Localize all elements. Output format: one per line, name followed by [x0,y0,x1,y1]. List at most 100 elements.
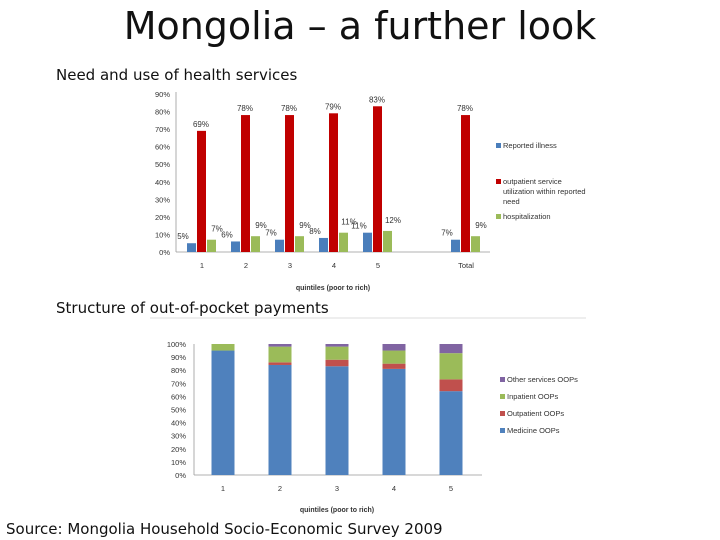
stacked-bar-segment [211,344,235,351]
data-label: 11% [341,218,356,227]
y-tick-label: 0% [159,248,170,257]
x-tick-label: 5 [376,261,380,270]
x-tick-label: 3 [288,261,292,270]
y-tick-label: 20% [171,445,186,454]
legend-label: Medicine OOPs [507,426,560,435]
y-tick-label: 80% [155,108,170,117]
y-tick-label: 60% [171,392,186,401]
x-tick-label: 4 [332,261,336,270]
stacked-bar-segment [268,362,292,365]
x-tick-label: 5 [449,484,453,493]
data-label: 78% [237,104,253,113]
y-tick-label: 60% [155,143,170,152]
y-tick-label: 10% [155,230,170,239]
bar [295,236,304,252]
chart2-title: Structure of out-of-pocket payments [56,299,329,317]
stacked-bar-segment [439,391,463,475]
data-label: 7% [441,229,453,238]
bar [461,115,470,252]
stacked-bar-segment [325,359,349,367]
legend-label: outpatient service [503,177,562,186]
y-tick-label: 80% [171,366,186,375]
legend-label: Reported illness [503,141,557,150]
bar [471,236,480,252]
y-tick-label: 30% [171,432,186,441]
stacked-bar-segment [382,368,406,475]
x-tick-label: 2 [278,484,282,493]
y-tick-label: 0% [175,471,186,480]
oop-structure-chart: 0% 10% 20% 30% 40% 50% 60% 70% 80% 90% 100% 1 2 3 4 5 qu… [150,317,586,514]
stacked-bar-segment [268,364,292,475]
stacked-bar-segment [382,350,406,364]
data-label: 7% [265,229,277,238]
legend-label: need [503,197,520,206]
page-title: Mongolia – a further look [123,4,597,48]
stacked-bar-segment [439,344,463,354]
x-tick-label: Total [458,261,474,270]
bar [275,239,284,252]
chart1-title: Need and use of health services [56,66,298,84]
data-label: 78% [457,104,473,113]
bar [373,106,382,253]
data-label: 9% [475,221,487,230]
legend-label: utilization within reported [503,187,586,196]
data-label: 78% [281,104,297,113]
x-axis-label: quintiles (poor to rich) [300,507,374,514]
bar [339,232,348,252]
legend-label: Outpatient OOPs [507,409,564,418]
legend-swatch [496,179,501,184]
bar [231,241,240,252]
data-label: 9% [299,221,311,230]
legend-swatch [500,377,505,382]
data-label: 8% [309,227,321,236]
source-note: Source: Mongolia Household Socio-Economi… [6,520,443,538]
legend-swatch [496,143,501,148]
legend-swatch [500,411,505,416]
stacked-bar-segment [439,353,463,380]
bar [197,130,206,252]
bar [319,237,328,252]
x-axis-label: quintiles (poor to rich) [296,285,370,292]
legend-swatch [500,428,505,433]
bar [383,230,392,252]
health-services-chart: 0% 10% 20% 30% 40% 50% 60% 70% 80% 90% 1 5% 69% 7% 2 6%… [155,90,586,292]
y-tick-label: 90% [155,90,170,99]
y-tick-label: 70% [171,379,186,388]
y-tick-label: 90% [171,353,186,362]
x-tick-label: 3 [335,484,339,493]
data-label: 7% [211,225,223,234]
legend-swatch [496,214,501,219]
stacked-bar-segment [268,344,292,347]
data-label: 83% [369,95,385,104]
stacked-bar-segment [382,363,406,369]
data-label: 79% [325,102,341,111]
y-tick-label: 70% [155,125,170,134]
x-tick-label: 4 [392,484,396,493]
data-label: 69% [193,120,209,129]
y-tick-label: 100% [167,340,187,349]
bar [329,113,338,252]
legend-swatch [500,394,505,399]
stacked-bar-segment [211,350,235,475]
y-tick-label: 20% [155,213,170,222]
y-tick-label: 30% [155,195,170,204]
bar [207,239,216,252]
y-tick-label: 10% [171,458,186,467]
bar [241,115,250,252]
stacked-bar-segment [268,346,292,363]
bar [251,236,260,252]
legend-label: Inpatient OOPs [507,392,559,401]
y-tick-label: 50% [171,406,186,415]
y-tick-label: 50% [155,160,170,169]
data-label: 11% [351,222,366,231]
x-tick-label: 1 [200,261,204,270]
legend-label: Other services OOPs [507,375,578,384]
bar [363,232,372,252]
y-tick-label: 40% [171,419,186,428]
data-label: 6% [221,230,233,239]
bar [451,239,460,252]
stacked-bar-segment [325,346,349,360]
data-label: 9% [255,221,267,230]
stacked-bar-segment [439,379,463,392]
bar [285,115,294,252]
